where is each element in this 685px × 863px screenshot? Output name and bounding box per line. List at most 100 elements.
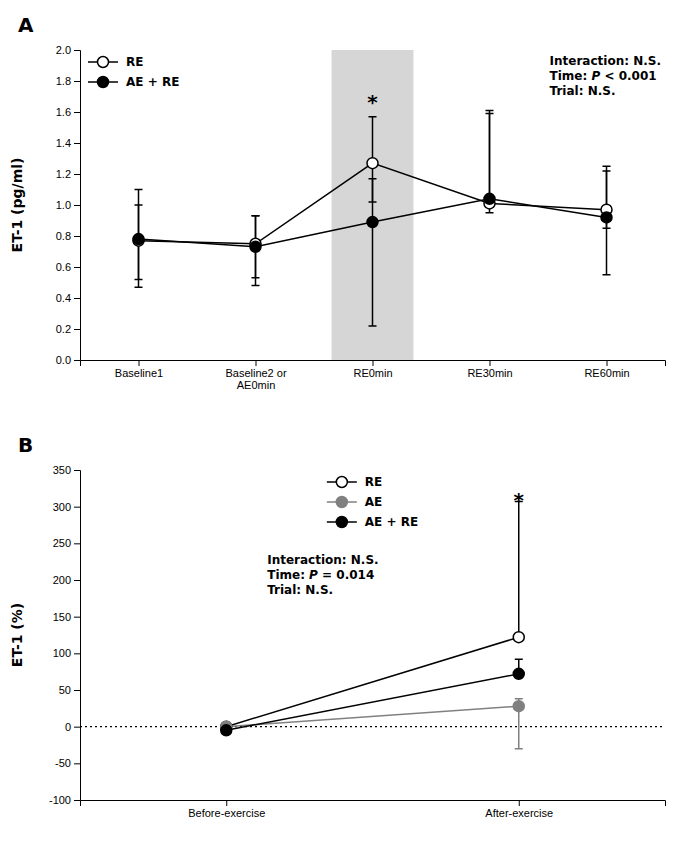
y-tick: 2.0 [56, 44, 80, 56]
panel-title: B [18, 433, 33, 457]
stats-annotation-line: Time: P < 0.001 [550, 69, 657, 83]
legend-item: AE + RE [327, 515, 418, 529]
stats-annotation-part: Interaction: N.S. [267, 553, 378, 567]
error-bar-upper [515, 502, 523, 638]
error-bar-lower [515, 706, 523, 749]
series [135, 114, 611, 326]
x-tick-label: RE30min [467, 367, 512, 379]
y-tick: 0.2 [56, 323, 80, 335]
y-tick: 0.6 [56, 261, 80, 273]
x-tick-mark [256, 360, 257, 366]
y-tick: 250 [53, 537, 80, 549]
error-bar-upper [486, 110, 494, 203]
y-tick-label: 250 [53, 537, 71, 549]
stats-annotation-part: P [591, 69, 600, 83]
legend-label: AE [365, 495, 382, 509]
x-tick-mark [139, 360, 140, 366]
panel: -100-50050100150200250300350Before-exerc… [9, 433, 666, 819]
legend-swatch-marker [98, 77, 109, 88]
series-line [226, 674, 519, 730]
stats-annotation-line: Interaction: N.S. [267, 553, 378, 567]
x-tick: Before-exercise [188, 800, 265, 819]
stats-annotation-part: Trial: N.S. [550, 84, 616, 98]
error-bar-upper [369, 179, 377, 222]
y-tick-label: 0.4 [56, 292, 71, 304]
series-points [221, 701, 525, 733]
point [484, 193, 495, 204]
y-tick-label: -50 [55, 757, 71, 769]
x-tick: RE30min [467, 360, 512, 379]
y-tick-mark [74, 543, 80, 544]
legend-item: RE [88, 55, 143, 69]
y-tick-mark [74, 360, 80, 361]
y-tick-mark [74, 690, 80, 691]
legend-label: RE [365, 475, 382, 489]
y-tick-mark [74, 507, 80, 508]
y-tick-mark [74, 470, 80, 471]
y-tick: -50 [55, 757, 80, 769]
series-line [226, 706, 519, 727]
error-bar-upper [369, 117, 377, 163]
legend-swatch-marker [336, 517, 347, 528]
y-tick: 300 [53, 501, 80, 513]
x-tick: After-exercise [485, 800, 553, 819]
y-tick: 0.8 [56, 230, 80, 242]
stats-annotation-line: Time: P = 0.014 [267, 568, 374, 582]
y-tick-label: 150 [53, 611, 71, 623]
y-tick-label: 1.2 [56, 168, 71, 180]
chart-svg: 0.00.20.40.60.81.01.21.41.61.82.0Baselin… [0, 0, 685, 863]
series [222, 699, 523, 749]
plot-area [80, 502, 665, 749]
x-tick-mark [607, 360, 608, 366]
annotation-mark: * [367, 90, 378, 114]
point [367, 158, 378, 169]
y-tick-mark [74, 236, 80, 237]
y-axis: -100-50050100150200250300350 [49, 464, 81, 806]
y-tick-mark [74, 174, 80, 175]
x-tick-mark [373, 360, 374, 366]
y-tick: 0.4 [56, 292, 80, 304]
y-tick-mark [74, 800, 80, 801]
x-tick-label-line: AE0min [237, 379, 276, 391]
y-tick-mark [74, 205, 80, 206]
legend-item: AE + RE [88, 75, 179, 89]
stats-annotation-part: Time: [267, 568, 309, 582]
series-points [221, 668, 525, 735]
y-tick: -100 [49, 794, 80, 806]
y-tick-label: 300 [53, 501, 71, 513]
stats-annotation-line: Trial: N.S. [267, 583, 333, 597]
x-axis-line [81, 361, 666, 367]
x-axis: Before-exercise After-exercise [81, 800, 666, 819]
x-tick-label: Before-exercise [188, 807, 265, 819]
x-tick-label: RE0min [353, 367, 392, 379]
x-tick-label: Baseline2 orAE0min [225, 367, 286, 392]
y-tick-mark [74, 81, 80, 82]
y-tick-mark [74, 50, 80, 51]
stats-annotation-line: Interaction: N.S. [550, 54, 661, 68]
point [513, 668, 524, 679]
stats-annotation-part: Interaction: N.S. [550, 54, 661, 68]
panel-title: A [18, 13, 34, 37]
y-tick-label: 0.0 [56, 354, 71, 366]
x-tick-mark [519, 800, 520, 806]
stats-annotation-part: Trial: N.S. [267, 583, 333, 597]
y-tick-mark [74, 112, 80, 113]
y-tick: 100 [53, 647, 80, 659]
x-tick-label-line: RE30min [467, 367, 512, 379]
y-tick-label: 1.8 [56, 75, 71, 87]
point [367, 217, 378, 228]
legend-swatch-marker [98, 57, 109, 68]
annotation-mark: * [514, 488, 525, 512]
y-tick-mark [74, 617, 80, 618]
y-tick: 1.8 [56, 75, 80, 87]
legend-item: RE [327, 475, 382, 489]
x-tick: RE60min [584, 360, 629, 379]
x-tick-label: Baseline1 [115, 367, 163, 379]
y-tick-label: 50 [59, 684, 71, 696]
error-bar-upper [486, 114, 494, 199]
error-bar-lower [369, 222, 377, 326]
plot-area [133, 50, 612, 360]
series [222, 659, 523, 730]
y-tick: 150 [53, 611, 80, 623]
point [221, 725, 232, 736]
